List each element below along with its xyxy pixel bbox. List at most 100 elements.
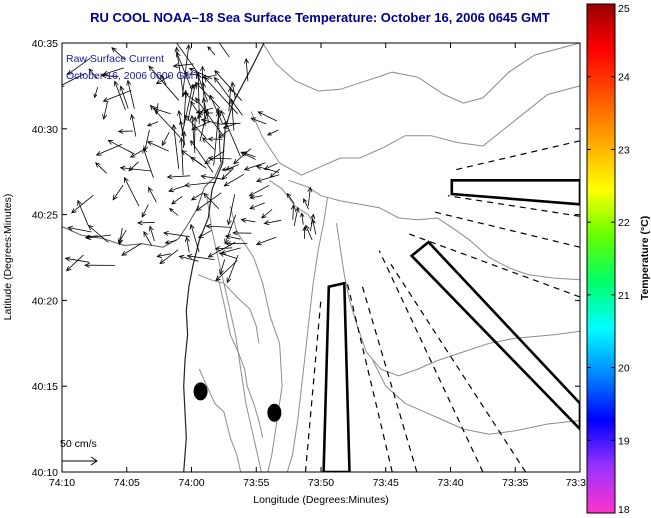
current-vector-head <box>126 79 132 86</box>
current-vector-shaft <box>173 124 180 169</box>
current-vector-head <box>142 147 148 154</box>
x-tick-label: 74:10 <box>49 477 75 489</box>
current-vector <box>171 195 183 205</box>
current-vector-shaft <box>197 108 204 119</box>
current-vector-head <box>300 212 305 218</box>
current-vector-head <box>197 114 202 120</box>
current-vector-shaft <box>65 257 90 263</box>
current-vector-shaft <box>293 207 299 227</box>
current-vector-head <box>189 114 195 121</box>
current-vector-shaft <box>190 156 207 169</box>
bathymetry-contour <box>268 179 315 224</box>
current-vector <box>155 74 172 85</box>
current-vector <box>102 67 124 76</box>
current-vector-head <box>215 275 221 282</box>
current-vector-head <box>163 231 169 237</box>
current-vector <box>221 168 234 180</box>
current-vector-head <box>195 205 202 212</box>
current-vector-head <box>290 204 296 210</box>
current-vector <box>293 206 300 227</box>
current-vector <box>248 184 270 197</box>
current-vector-head <box>130 113 135 120</box>
current-vector-shaft <box>150 105 181 139</box>
current-vector-head <box>261 213 267 219</box>
bathymetry-contour <box>288 179 580 281</box>
x-tick-label: 73:50 <box>308 477 334 489</box>
current-vector-shaft <box>215 260 238 281</box>
current-vector-shaft <box>68 227 92 233</box>
current-vector-shaft <box>120 167 152 172</box>
current-vector-shaft <box>201 175 224 180</box>
current-vector-shaft <box>256 166 279 173</box>
current-vector <box>119 165 152 172</box>
current-vector-head <box>156 253 163 259</box>
current-vector-shaft <box>178 110 186 146</box>
current-vector-head <box>67 225 74 231</box>
current-vector-head <box>175 51 181 58</box>
current-vector-shaft <box>141 204 149 218</box>
current-vector <box>222 123 237 129</box>
current-vector-head <box>168 187 175 193</box>
current-vector-head <box>215 107 221 114</box>
current-vector <box>111 47 126 61</box>
current-vector-shaft <box>103 102 108 120</box>
current-vector-head <box>192 116 198 122</box>
current-vector-head <box>71 208 77 214</box>
current-vector-shaft <box>111 47 126 61</box>
current-vector-shaft <box>124 177 140 207</box>
current-vector-shaft <box>86 234 111 239</box>
current-vector-shaft <box>137 221 155 224</box>
current-vector-shaft <box>215 247 233 250</box>
current-vector-shaft <box>186 237 190 253</box>
current-vector-shaft <box>130 150 143 158</box>
current-vector <box>215 260 238 282</box>
current-vector-shaft <box>199 109 208 142</box>
bathymetry-contour <box>336 223 580 377</box>
current-vector <box>220 247 241 255</box>
x-tick-label: 74:05 <box>114 477 140 489</box>
current-vector <box>202 137 215 150</box>
dashed-survey-line <box>447 195 580 217</box>
current-vector-head <box>223 181 230 187</box>
current-vector-head <box>255 240 262 246</box>
current-vector-head <box>201 97 207 104</box>
current-vector <box>227 86 233 112</box>
current-vector-head <box>204 159 211 165</box>
y-tick-label: 40:10 <box>32 467 58 479</box>
bathymetry-contour <box>250 85 580 176</box>
current-vector <box>178 254 199 262</box>
current-vector <box>200 174 224 180</box>
current-vector-head <box>205 223 212 229</box>
current-vector-head <box>113 80 119 87</box>
bathymetry-contour <box>372 360 580 435</box>
current-vector-head <box>207 136 214 142</box>
current-vector-head <box>218 133 224 139</box>
current-vector-shaft <box>88 225 109 243</box>
coastline-line <box>183 43 265 472</box>
current-vector-shaft <box>256 236 277 245</box>
current-vector <box>62 72 86 87</box>
current-vector-head <box>240 217 247 223</box>
current-vector-shaft <box>171 195 183 205</box>
current-vector <box>243 162 266 171</box>
current-vector <box>224 234 241 240</box>
current-vector-head <box>286 192 292 198</box>
bay-shoreline <box>62 159 224 248</box>
current-vector <box>130 113 137 137</box>
y-axis-ticks: 40:10 40:15 40:20 40:25 40:30 40:35 <box>32 38 580 479</box>
current-vector-shaft <box>96 143 123 156</box>
current-vector <box>166 174 191 180</box>
bathymetry-contour <box>286 197 328 472</box>
colorbar-tick-label: 19 <box>618 435 630 447</box>
current-vector <box>249 202 265 210</box>
current-vector <box>121 243 142 256</box>
current-vector <box>149 104 181 139</box>
current-vector <box>225 241 248 247</box>
current-vector <box>179 137 185 176</box>
current-vector-head <box>249 204 256 210</box>
current-vector-head <box>107 139 114 145</box>
current-vector <box>205 223 232 229</box>
current-vector-head <box>160 74 165 80</box>
current-vector <box>95 143 123 156</box>
bathymetry-contour <box>198 368 242 472</box>
